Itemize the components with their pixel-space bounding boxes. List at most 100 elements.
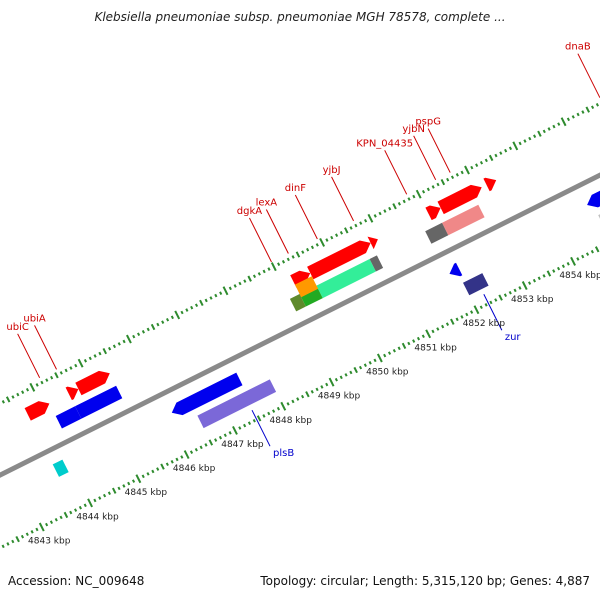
tick-mark bbox=[88, 356, 92, 361]
tick-mark bbox=[183, 450, 190, 460]
tick-mark bbox=[368, 361, 372, 365]
tick-mark bbox=[243, 279, 247, 283]
tick-mark bbox=[315, 243, 319, 247]
tick-mark bbox=[479, 305, 483, 310]
tick-mark bbox=[40, 380, 44, 385]
tick-mark bbox=[450, 175, 455, 180]
tick-mark bbox=[421, 189, 426, 194]
tick-mark bbox=[276, 406, 281, 411]
tick-mark bbox=[446, 177, 450, 182]
tick-mark bbox=[479, 160, 484, 165]
tick-mark bbox=[364, 218, 368, 223]
tick-mark bbox=[416, 336, 421, 341]
tick-label: 4846 kbp bbox=[173, 464, 216, 474]
tick-mark bbox=[594, 246, 600, 253]
tick-mark bbox=[504, 148, 508, 153]
tick-mark bbox=[247, 275, 252, 282]
tick-mark bbox=[521, 281, 528, 291]
tick-mark bbox=[528, 281, 532, 285]
gene-feature bbox=[425, 222, 449, 244]
tick-mark bbox=[421, 334, 425, 339]
label-leader-line bbox=[34, 325, 57, 370]
tick-mark bbox=[378, 211, 382, 216]
tick-mark bbox=[93, 354, 97, 358]
tick-mark bbox=[15, 535, 20, 543]
tick-mark bbox=[25, 532, 29, 537]
tick-mark bbox=[310, 245, 315, 250]
tick-mark bbox=[112, 344, 116, 349]
tick-mark bbox=[325, 238, 329, 242]
tick-mark bbox=[441, 324, 445, 329]
tick-mark bbox=[54, 372, 59, 379]
tick-mark bbox=[464, 165, 470, 175]
tick-label: 4848 kbp bbox=[270, 416, 313, 426]
tick-mark bbox=[267, 267, 271, 271]
tick-mark bbox=[339, 231, 343, 235]
tick-mark bbox=[470, 310, 474, 314]
tick-mark bbox=[528, 136, 532, 141]
tick-mark bbox=[247, 421, 252, 425]
label-leader-line bbox=[265, 209, 289, 254]
tick-mark bbox=[431, 329, 435, 334]
tick-mark bbox=[122, 484, 126, 488]
gene-label-ubia: ubiA bbox=[23, 313, 45, 324]
tick-mark bbox=[59, 515, 63, 520]
tick-mark bbox=[16, 392, 20, 397]
tick-mark bbox=[286, 402, 290, 406]
tick-mark bbox=[132, 334, 136, 339]
tick-mark bbox=[93, 498, 97, 503]
tick-mark bbox=[335, 233, 339, 238]
tick-mark bbox=[344, 227, 349, 234]
tick-mark bbox=[397, 202, 401, 206]
tick-mark bbox=[585, 106, 590, 113]
gene-feature bbox=[55, 406, 82, 429]
tick-mark bbox=[59, 371, 63, 375]
gene-feature bbox=[442, 204, 485, 236]
tick-mark bbox=[6, 542, 10, 546]
tick-mark bbox=[83, 503, 87, 508]
gene-feature bbox=[437, 184, 482, 215]
gene-feature bbox=[299, 285, 323, 307]
tick-mark bbox=[334, 377, 338, 382]
tick-mark bbox=[77, 358, 84, 368]
tick-mark bbox=[484, 158, 488, 163]
tick-mark bbox=[455, 173, 459, 177]
label-leader-line bbox=[483, 294, 503, 331]
tick-label: 4843 kbp bbox=[28, 537, 71, 547]
tick-mark bbox=[204, 298, 208, 303]
tick-mark bbox=[151, 469, 155, 474]
accession-text: Accession: NC_009648 bbox=[8, 574, 145, 588]
tick-mark bbox=[35, 383, 39, 387]
tick-mark bbox=[508, 290, 512, 295]
tick-mark bbox=[280, 401, 287, 411]
tick-mark bbox=[141, 474, 145, 479]
gene-feature bbox=[294, 276, 319, 298]
tick-mark bbox=[436, 327, 440, 331]
tick-mark bbox=[552, 124, 556, 129]
tick-marks bbox=[0, 103, 600, 549]
tick-mark bbox=[494, 153, 498, 158]
tick-mark bbox=[460, 315, 464, 319]
gene-feature bbox=[75, 385, 123, 419]
tick-mark bbox=[339, 375, 343, 380]
tick-mark bbox=[392, 203, 397, 210]
label-leader-line bbox=[413, 135, 437, 181]
tick-mark bbox=[581, 110, 585, 114]
tick-mark bbox=[518, 286, 522, 290]
tick-mark bbox=[69, 366, 73, 370]
tick-mark bbox=[576, 257, 580, 261]
tick-mark bbox=[21, 390, 25, 394]
tick-mark bbox=[344, 373, 348, 377]
tick-mark bbox=[489, 300, 493, 305]
tick-mark bbox=[272, 409, 276, 413]
tick-mark bbox=[585, 252, 590, 256]
tick-mark bbox=[74, 363, 78, 368]
tick-mark bbox=[252, 274, 257, 279]
tick-mark bbox=[238, 281, 242, 286]
tick-mark bbox=[552, 269, 556, 273]
tick-mark bbox=[146, 327, 150, 332]
label-leader-line bbox=[577, 53, 600, 98]
topology-summary: Topology: circular; Length: 5,315,120 bp… bbox=[260, 574, 590, 588]
tick-mark bbox=[194, 447, 198, 452]
